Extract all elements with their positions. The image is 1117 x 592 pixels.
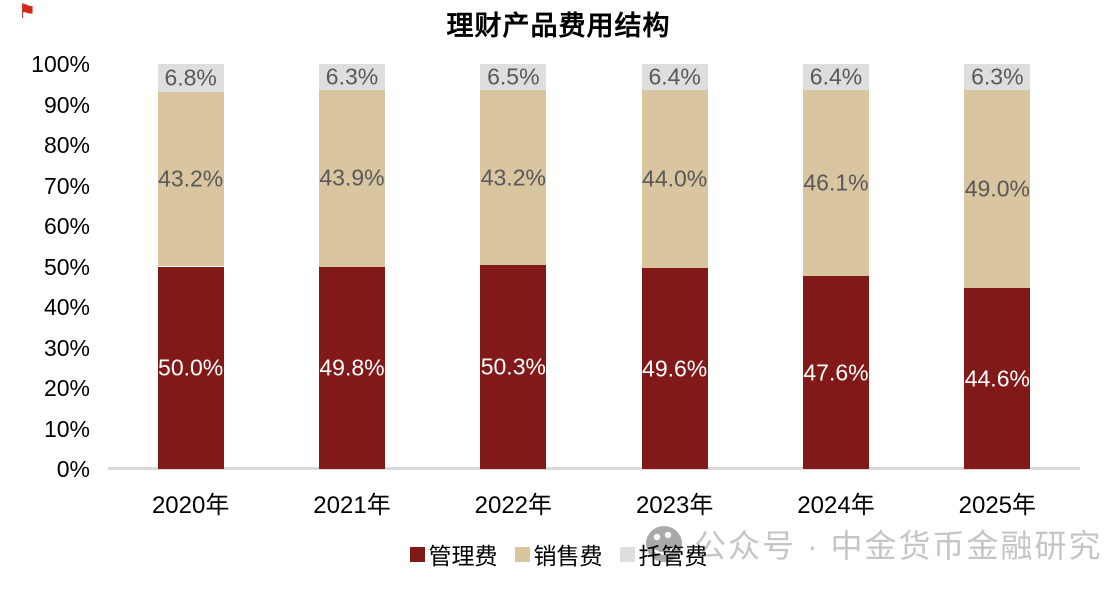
- bar-segment: 49.6%: [641, 268, 708, 469]
- bar-segment: 6.3%: [964, 63, 1031, 90]
- bar-value-label: 43.2%: [158, 165, 224, 192]
- bar-value-label: 6.4%: [648, 63, 701, 90]
- bar-value-label: 6.8%: [164, 64, 217, 91]
- legend-swatch-management-fee: [409, 546, 425, 562]
- x-tick-label: 2024年: [797, 492, 875, 519]
- bar-segment: 43.9%: [319, 89, 385, 268]
- legend: 管理费 销售费 托管费: [0, 537, 1117, 571]
- y-tick-label: 30%: [43, 334, 90, 361]
- bar-segment: 49.0%: [964, 89, 1031, 289]
- x-tick-label: 2023年: [635, 492, 714, 519]
- legend-swatch-sales-fee: [514, 546, 530, 562]
- x-tick-label: 2025年: [958, 492, 1037, 519]
- bar-segment: 43.2%: [480, 90, 547, 266]
- watermark: 公众号 · 中金货币金融研究: [644, 521, 1102, 567]
- x-tick-label: 2020年: [151, 492, 230, 519]
- bar-value-label: 43.2%: [480, 164, 546, 191]
- watermark-text: 公众号 · 中金货币金融研究: [694, 528, 1103, 564]
- bar-value-label: 44.0%: [642, 165, 708, 192]
- bar-value-label: 49.6%: [642, 355, 708, 382]
- legend-label-custody-fee: 托管费: [638, 543, 708, 569]
- legend-swatch-custody-fee: [619, 546, 635, 562]
- red-flag-icon: ⚑: [18, 1, 36, 23]
- wechat-official-account-icon: [644, 524, 684, 564]
- x-tick-label: 2021年: [313, 492, 391, 519]
- y-tick-label: 10%: [43, 415, 90, 442]
- bar-value-label: 6.5%: [487, 63, 540, 90]
- bar-segment: 46.1%: [803, 89, 869, 277]
- x-tick-label: 2022年: [474, 492, 553, 519]
- bar-segment: 6.4%: [641, 63, 708, 90]
- y-tick-label: 60%: [43, 213, 90, 239]
- bar-value-label: 47.6%: [803, 359, 869, 386]
- bar-value-label: 6.3%: [971, 63, 1024, 90]
- legend-label-management-fee: 管理费: [428, 543, 498, 569]
- y-tick-label: 70%: [43, 172, 90, 199]
- legend-item-management-fee: 管理费: [409, 537, 498, 571]
- y-tick-label: 20%: [43, 375, 90, 401]
- y-tick-label: 40%: [43, 294, 90, 320]
- bar-value-label: 50.0%: [158, 354, 224, 381]
- legend-item-custody-fee: 托管费: [619, 537, 708, 571]
- bar-segment: 43.2%: [157, 91, 224, 267]
- bar-segment: 6.3%: [319, 63, 385, 90]
- bar-value-label: 43.9%: [319, 164, 385, 191]
- bar-value-label: 49.0%: [964, 175, 1030, 202]
- x-axis-line: [108, 467, 1080, 470]
- chart-title: 理财产品费用结构: [446, 11, 671, 41]
- bar-segment: 6.8%: [157, 64, 224, 92]
- bar-value-label: 50.3%: [480, 353, 546, 380]
- y-tick-label: 100%: [31, 51, 90, 77]
- y-tick-label: 90%: [43, 91, 90, 118]
- y-tick-label: 50%: [43, 253, 90, 280]
- legend-item-sales-fee: 销售费: [514, 537, 603, 571]
- y-tick-label: 80%: [43, 132, 90, 158]
- bar-value-label: 49.8%: [319, 354, 385, 381]
- bar-segment: 6.5%: [480, 63, 547, 91]
- bar-segment: 44.0%: [641, 89, 708, 269]
- bar-segment: 47.6%: [803, 276, 869, 469]
- bar-value-label: 46.1%: [803, 169, 869, 196]
- legend-label-sales-fee: 销售费: [533, 543, 603, 569]
- bar-segment: 6.4%: [803, 63, 869, 90]
- bar-segment: 50.0%: [157, 266, 224, 469]
- bar-value-label: 6.3%: [325, 63, 379, 90]
- bar-value-label: 44.6%: [964, 365, 1030, 392]
- bar-value-label: 6.4%: [809, 63, 863, 90]
- bar-segment: 44.6%: [964, 288, 1031, 469]
- bar-segment: 50.3%: [480, 265, 547, 469]
- bar-segment: 49.8%: [319, 267, 385, 469]
- y-tick-label: 0%: [56, 456, 90, 482]
